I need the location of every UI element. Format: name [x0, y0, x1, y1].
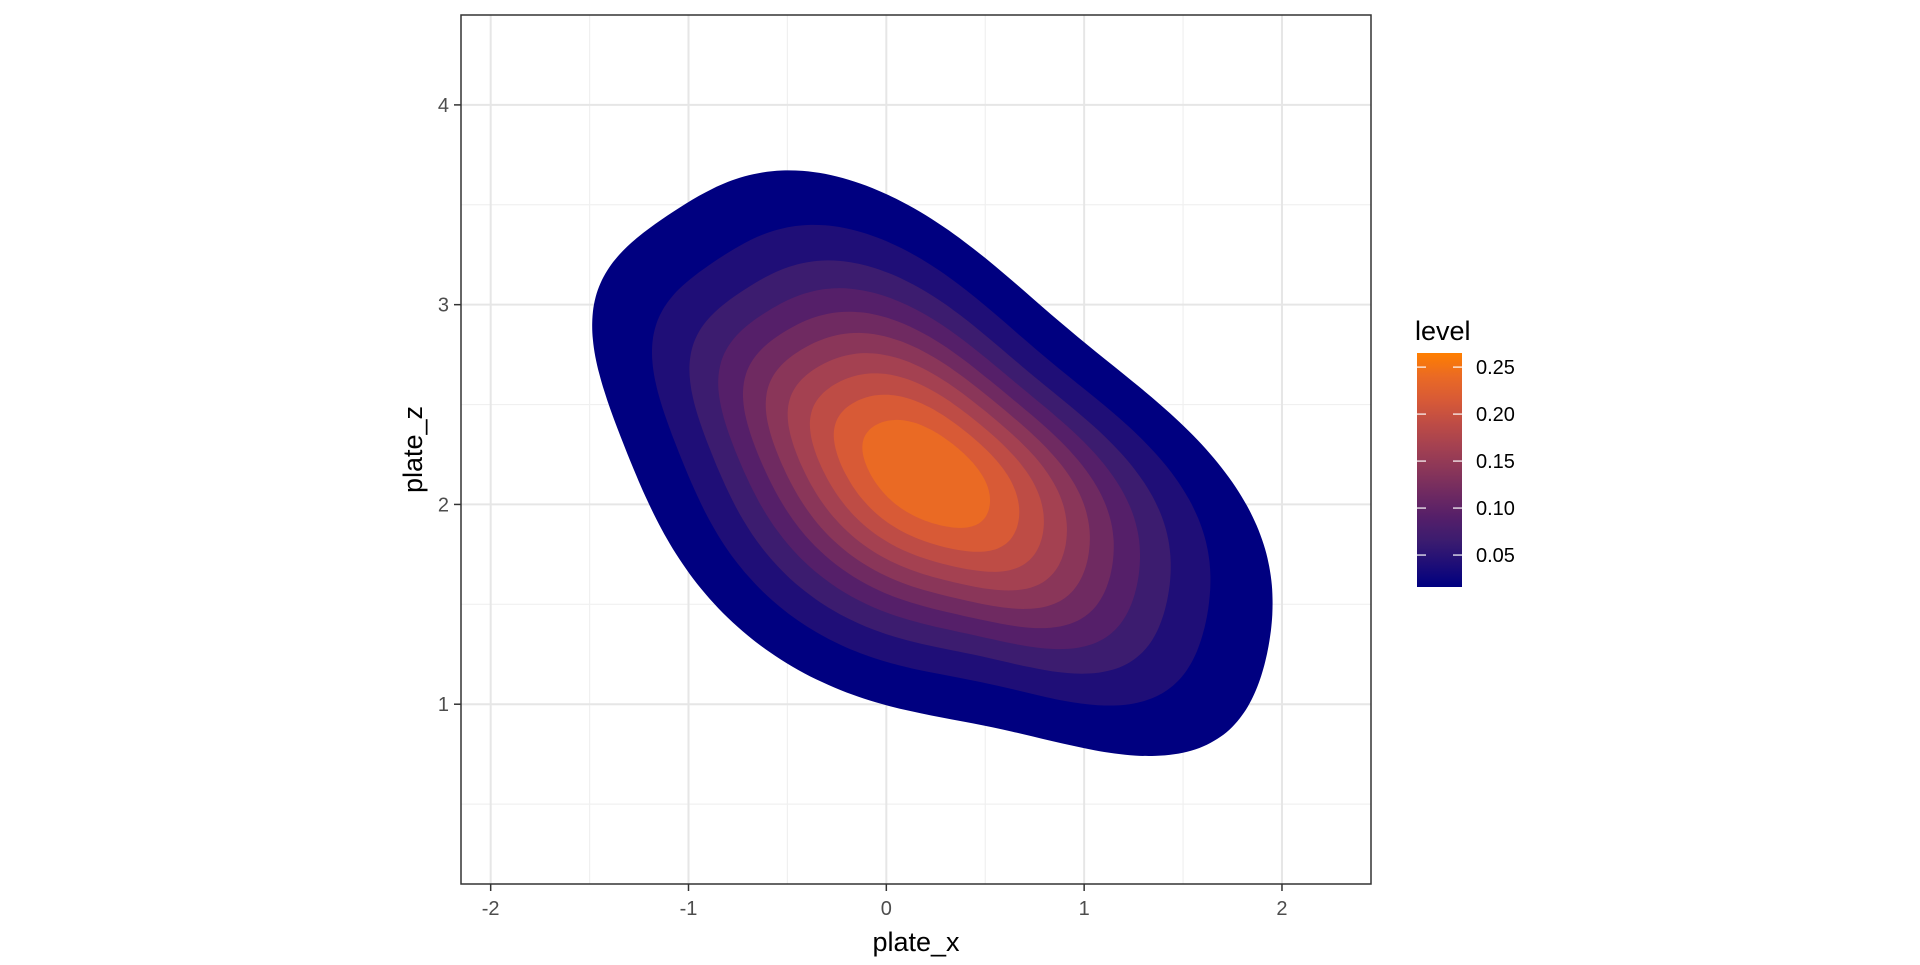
- density-contour-bands: [592, 170, 1273, 756]
- y-tick-label: 2: [438, 494, 449, 516]
- legend-tick-label: 0.25: [1476, 357, 1515, 379]
- legend-tick-label: 0.05: [1476, 545, 1515, 567]
- y-tick-label: 1: [438, 694, 449, 716]
- x-axis-ticks: -2 -1 0 1 2: [482, 884, 1288, 920]
- x-tick-label: 0: [881, 898, 892, 920]
- x-tick-label: 2: [1276, 898, 1287, 920]
- legend-title: level: [1415, 316, 1471, 346]
- legend-tick-label: 0.10: [1476, 498, 1515, 520]
- x-tick-label: -1: [680, 898, 698, 920]
- y-tick-label: 4: [438, 95, 449, 117]
- y-axis-title: plate_z: [398, 406, 428, 493]
- x-axis-title: plate_x: [872, 927, 960, 957]
- legend-tick-label: 0.15: [1476, 451, 1515, 473]
- density-band-10: [862, 419, 990, 528]
- plot-panel-border: [460, 14, 1372, 885]
- legend-tick-label: 0.20: [1476, 404, 1515, 426]
- y-axis-ticks: 1 2 3 4: [438, 95, 461, 716]
- y-tick-label: 3: [438, 295, 449, 317]
- legend-colorbar: [1417, 353, 1462, 587]
- legend: level 0.05 0.10 0.15 0.20 0.25: [1415, 316, 1515, 587]
- x-tick-label: -2: [482, 898, 500, 920]
- legend-ticks: 0.05 0.10 0.15 0.20 0.25: [1417, 357, 1515, 567]
- x-tick-label: 1: [1079, 898, 1090, 920]
